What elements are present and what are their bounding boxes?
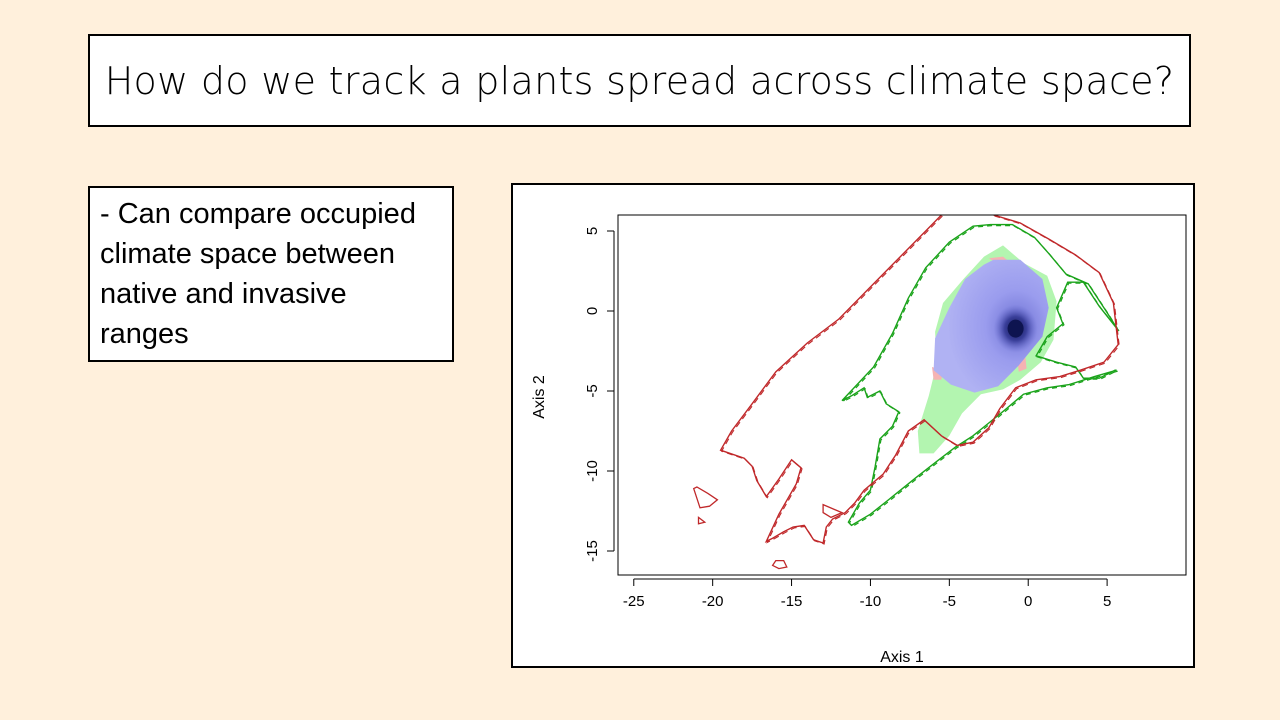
red-contour-dashed — [720, 215, 1120, 545]
x-axis-label: Axis 1 — [880, 649, 924, 666]
x-tick-label: -10 — [860, 593, 882, 610]
red-contour-island-3 — [822, 503, 844, 519]
y-axis-label: Axis 2 — [531, 375, 548, 419]
red-contour-island-0 — [692, 486, 719, 509]
bullet-text: - Can compare occupied climate space bet… — [100, 198, 416, 350]
y-tick-label: -10 — [584, 460, 601, 482]
green-contour-dashed — [842, 225, 1120, 528]
title-box: How do we track a plants spread across c… — [88, 34, 1191, 127]
y-tick-label: -5 — [584, 384, 601, 397]
x-tick-label: 0 — [1024, 593, 1032, 610]
red-contour-island-1 — [697, 516, 707, 525]
green-contour-line — [841, 223, 1119, 527]
blue-density-area — [933, 259, 1049, 393]
x-tick-label: -20 — [702, 593, 724, 610]
x-tick-label: -15 — [781, 593, 803, 610]
slide-title: How do we track a plants spread across c… — [104, 58, 1175, 103]
x-tick-label: -5 — [943, 593, 956, 610]
bullet-box: - Can compare occupied climate space bet… — [88, 186, 454, 362]
chart-figure: -25 -20 -15 -10 -5 0 5 -15 -10 -5 0 5 Axis 1 Axis 2 — [511, 183, 1195, 668]
climate-space-chart: -25 -20 -15 -10 -5 0 5 -15 -10 -5 0 5 Axis 1 Axis 2 — [531, 214, 1187, 666]
plot-frame — [617, 214, 1187, 576]
x-tick-label: 5 — [1103, 593, 1111, 610]
red-contour-island-2 — [771, 559, 788, 570]
red-contour-line — [719, 215, 1119, 544]
y-tick-label: 5 — [584, 227, 601, 235]
density-peak — [1007, 319, 1024, 338]
x-tick-label: -25 — [623, 593, 645, 610]
y-tick-label: -15 — [584, 540, 601, 562]
y-tick-label: 0 — [584, 307, 601, 315]
